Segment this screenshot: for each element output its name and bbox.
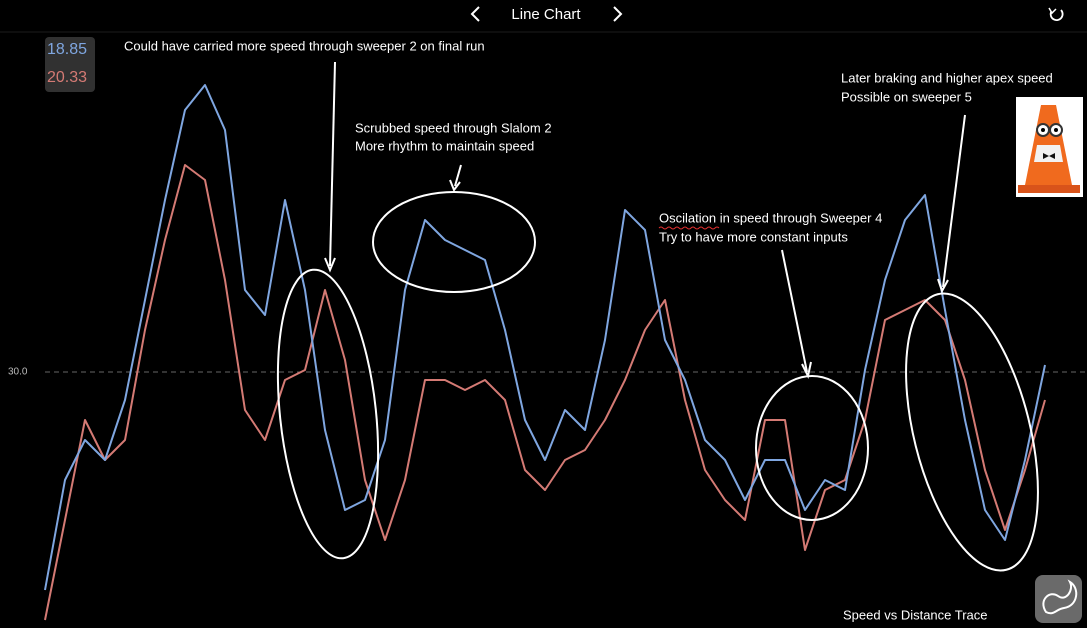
readout-value: 18.85 — [47, 41, 87, 58]
spellcheck-underline — [658, 226, 720, 230]
arrowhead — [449, 179, 461, 193]
series-line — [44, 84, 1046, 591]
next-button[interactable] — [613, 6, 623, 22]
reset-arrowhead — [1048, 7, 1057, 15]
arrow — [942, 114, 966, 288]
cone-pupil — [1054, 128, 1058, 132]
y-tick-label: 30.0 — [8, 367, 28, 378]
annotation: Later braking and higher apex speed — [841, 70, 1053, 85]
cone-bowtie — [1043, 153, 1055, 159]
cone-base — [1018, 185, 1080, 193]
arrowhead — [324, 257, 336, 273]
cone-stripe — [1034, 145, 1063, 162]
plot-area: 30.0 — [8, 84, 1087, 621]
chart-title: Line Chart — [511, 6, 581, 23]
ellipse — [276, 268, 380, 560]
readout-box — [45, 37, 95, 92]
annotation: Could have carried more speed through sw… — [124, 38, 485, 53]
annotation: Try to have more constant inputs — [659, 229, 848, 244]
ellipse — [755, 375, 869, 521]
reset-button[interactable] — [1048, 7, 1064, 21]
track-map-icon — [1042, 579, 1078, 615]
annotation: Oscilation in speed through Sweeper 4 — [659, 210, 882, 225]
arrow — [454, 164, 462, 187]
annotation-shapes — [276, 61, 1039, 572]
prev-button[interactable] — [470, 6, 480, 22]
track-map-button[interactable] — [1035, 575, 1082, 623]
series-line — [44, 164, 1046, 621]
arrow — [329, 61, 336, 267]
cone-image — [1016, 97, 1083, 197]
annotation: More rhythm to maintain speed — [355, 138, 534, 153]
annotation: Possible on sweeper 5 — [841, 89, 972, 104]
arrowhead — [937, 278, 949, 294]
ellipse — [372, 191, 536, 293]
cone-pupil — [1041, 128, 1045, 132]
arrow — [781, 249, 808, 373]
ellipse — [905, 292, 1039, 572]
annotation: Scrubbed speed through Slalom 2 — [355, 120, 552, 135]
reset-icon — [1049, 9, 1064, 21]
chart-caption: Speed vs Distance Trace — [843, 607, 988, 622]
readout-value: 20.33 — [47, 69, 87, 86]
